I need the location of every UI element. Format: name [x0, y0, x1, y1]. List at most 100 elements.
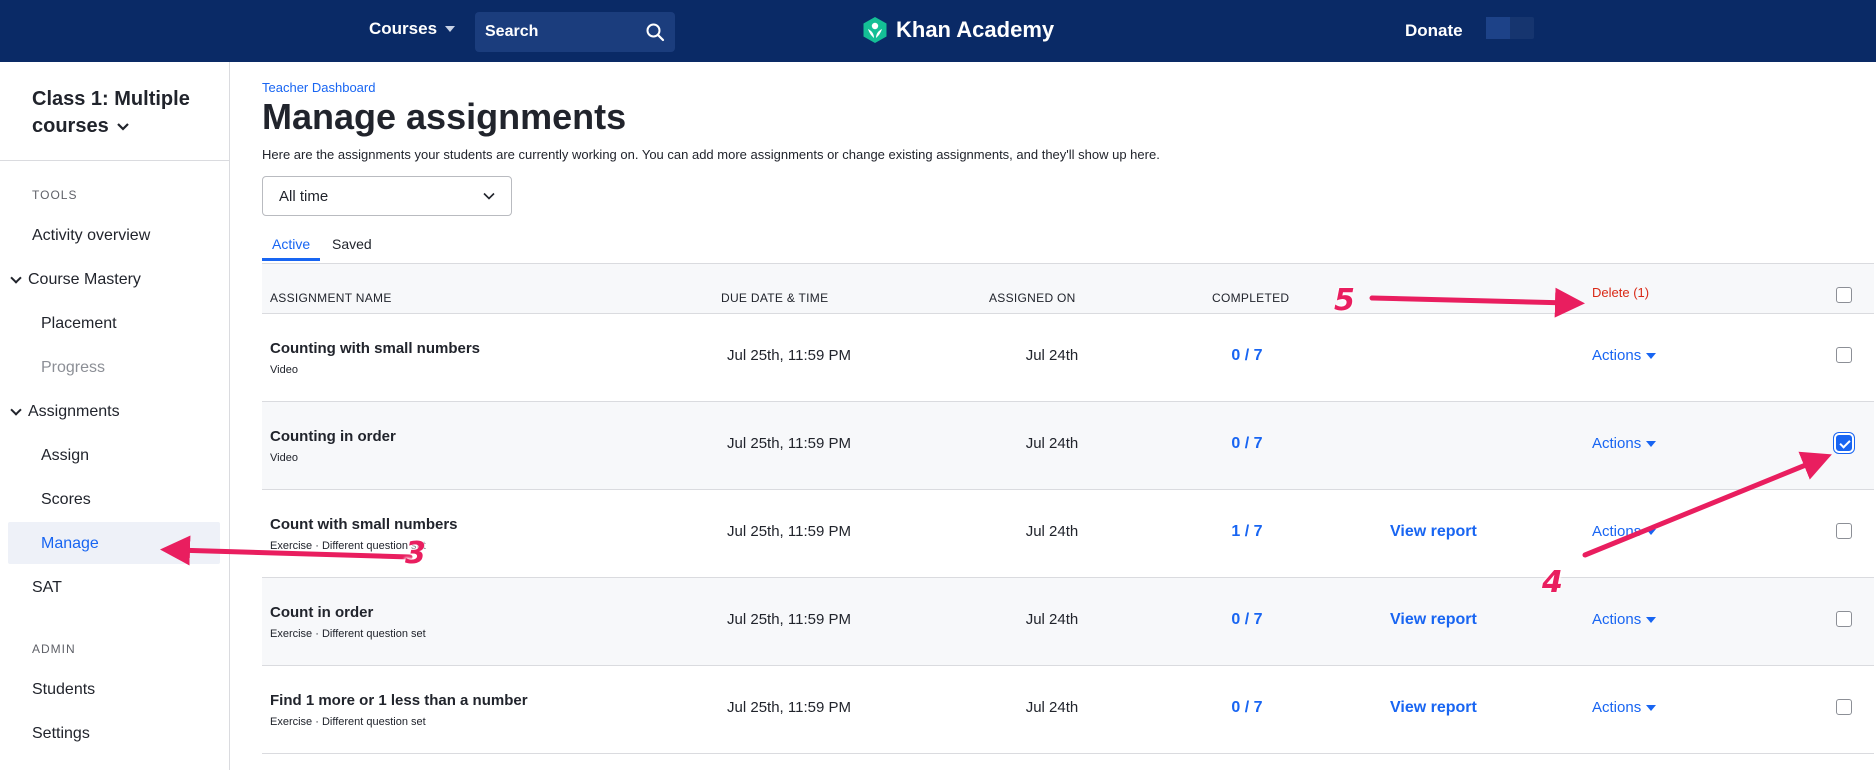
- caret-down-icon: [1646, 616, 1657, 623]
- donate-link[interactable]: Donate: [1405, 21, 1463, 40]
- due-date: Jul 25th, 11:59 PM: [727, 523, 851, 540]
- row-checkbox-checked[interactable]: [1836, 435, 1852, 451]
- assignment-name: Counting in order: [270, 428, 396, 445]
- tab-active[interactable]: Active: [262, 236, 321, 261]
- brand-logo-link[interactable]: Khan Academy: [862, 16, 1054, 44]
- search-placeholder: Search: [485, 23, 539, 40]
- completed-count[interactable]: 0 / 7: [1231, 699, 1263, 716]
- actions-label: Actions: [1592, 523, 1642, 540]
- assignment-name: Find 1 more or 1 less than a number: [270, 692, 528, 709]
- sidebar-item-activity-overview[interactable]: Activity overview: [32, 227, 151, 244]
- assignment-name: Counting with small numbers: [270, 340, 481, 357]
- sidebar-item-assign[interactable]: Assign: [41, 447, 90, 464]
- assignment-type: Exercise · Different question set: [270, 716, 426, 728]
- sidebar-item-label: Assignments: [28, 403, 120, 420]
- sidebar-item-label: Course Mastery: [28, 271, 141, 288]
- assigned-on: Jul 24th: [1025, 523, 1079, 540]
- actions-dropdown[interactable]: Actions: [1592, 699, 1657, 716]
- view-report-link[interactable]: View report: [1390, 611, 1477, 628]
- tab-saved[interactable]: Saved: [332, 236, 372, 252]
- view-report-link[interactable]: View report: [1390, 523, 1477, 540]
- row-checkbox[interactable]: [1836, 523, 1852, 539]
- class-selector[interactable]: Class 1: Multiple courses: [32, 86, 222, 140]
- completed-count[interactable]: 1 / 7: [1231, 523, 1263, 540]
- chevron-down-icon: [10, 272, 22, 284]
- actions-dropdown[interactable]: Actions: [1592, 523, 1657, 540]
- sidebar-item-progress[interactable]: Progress: [41, 359, 106, 376]
- annotation-step-5: 5: [1334, 283, 1355, 318]
- sidebar-item-scores[interactable]: Scores: [41, 491, 91, 508]
- delete-selected-button[interactable]: Delete (1): [1592, 285, 1650, 300]
- sidebar-item-students[interactable]: Students: [32, 681, 96, 698]
- view-report-link[interactable]: View report: [1390, 699, 1477, 716]
- time-filter-select[interactable]: All time: [262, 176, 512, 216]
- annotation-step-3: 3: [405, 536, 426, 571]
- actions-dropdown[interactable]: Actions: [1592, 347, 1657, 364]
- sidebar: Class 1: Multiple courses TOOLS Activity…: [0, 62, 230, 770]
- caret-down-icon: [1646, 704, 1657, 711]
- chevron-down-icon: [483, 192, 495, 200]
- sidebar-active-highlight: [8, 522, 220, 564]
- sidebar-item-manage[interactable]: Manage: [41, 535, 99, 552]
- search-icon: [646, 23, 665, 42]
- admin-heading: ADMIN: [32, 642, 76, 656]
- avatar[interactable]: [1486, 17, 1534, 39]
- row-checkbox[interactable]: [1836, 699, 1852, 715]
- khan-academy-logo-icon: [863, 17, 887, 43]
- caret-down-icon: [445, 26, 456, 32]
- sidebar-item-assignments[interactable]: Assignments: [10, 403, 120, 421]
- sidebar-item-placement[interactable]: Placement: [41, 315, 117, 332]
- actions-label: Actions: [1592, 699, 1642, 716]
- sidebar-item-sat[interactable]: SAT: [32, 579, 62, 596]
- breadcrumb[interactable]: Teacher Dashboard: [262, 80, 376, 95]
- tabs-divider: [262, 263, 1874, 264]
- caret-down-icon: [1646, 528, 1657, 535]
- courses-label: Courses: [369, 19, 438, 38]
- sidebar-item-settings[interactable]: Settings: [32, 725, 90, 742]
- class-title: Class 1: Multiple courses: [32, 88, 190, 137]
- assignment-name: Count in order: [270, 604, 374, 621]
- table-row: Counting in order Video Jul 25th, 11:59 …: [262, 402, 1874, 490]
- actions-dropdown[interactable]: Actions: [1592, 611, 1657, 628]
- page-title: Manage assignments: [262, 96, 627, 137]
- sidebar-divider: [0, 160, 230, 161]
- completed-count[interactable]: 0 / 7: [1231, 347, 1263, 364]
- row-checkbox[interactable]: [1836, 347, 1852, 363]
- brand-name: Khan Academy: [896, 17, 1055, 42]
- table-row: Count with small numbers Exercise · Diff…: [262, 490, 1874, 578]
- actions-label: Actions: [1592, 611, 1642, 628]
- chevron-down-icon: [117, 123, 130, 131]
- due-date: Jul 25th, 11:59 PM: [727, 611, 851, 628]
- assigned-on: Jul 24th: [1025, 611, 1079, 628]
- caret-down-icon: [1646, 352, 1657, 359]
- table-header: Assignment name Due date & time Assigned…: [262, 264, 1874, 314]
- annotation-step-4: 4: [1542, 565, 1563, 600]
- actions-label: Actions: [1592, 435, 1642, 452]
- time-filter-value: All time: [279, 187, 329, 205]
- column-header-due: Due date & time: [721, 291, 829, 305]
- completed-count[interactable]: 0 / 7: [1231, 435, 1263, 452]
- tools-heading: TOOLS: [32, 188, 78, 202]
- actions-label: Actions: [1592, 347, 1642, 364]
- completed-count[interactable]: 0 / 7: [1231, 611, 1263, 628]
- assigned-on: Jul 24th: [1025, 435, 1079, 452]
- actions-dropdown[interactable]: Actions: [1592, 435, 1657, 452]
- assignment-type: Video: [270, 452, 298, 464]
- due-date: Jul 25th, 11:59 PM: [727, 347, 851, 364]
- due-date: Jul 25th, 11:59 PM: [727, 435, 851, 452]
- search-input[interactable]: Search: [475, 12, 675, 52]
- column-header-name: Assignment name: [270, 291, 392, 305]
- select-all-checkbox[interactable]: [1836, 287, 1852, 303]
- caret-down-icon: [1646, 440, 1657, 447]
- row-checkbox[interactable]: [1836, 611, 1852, 627]
- due-date: Jul 25th, 11:59 PM: [727, 699, 851, 716]
- page-description: Here are the assignments your students a…: [262, 147, 1160, 162]
- assignment-type: Exercise · Different question set: [270, 540, 426, 552]
- column-header-completed: Completed: [1212, 291, 1290, 305]
- courses-menu-button[interactable]: Courses: [369, 19, 456, 39]
- assignment-name: Count with small numbers: [270, 516, 458, 533]
- sidebar-item-course-mastery[interactable]: Course Mastery: [10, 271, 141, 289]
- assigned-on: Jul 24th: [1025, 347, 1079, 364]
- top-nav-bar: Courses Search Khan Academy Donate: [0, 0, 1876, 62]
- table-row: Counting with small numbers Video Jul 25…: [262, 314, 1874, 402]
